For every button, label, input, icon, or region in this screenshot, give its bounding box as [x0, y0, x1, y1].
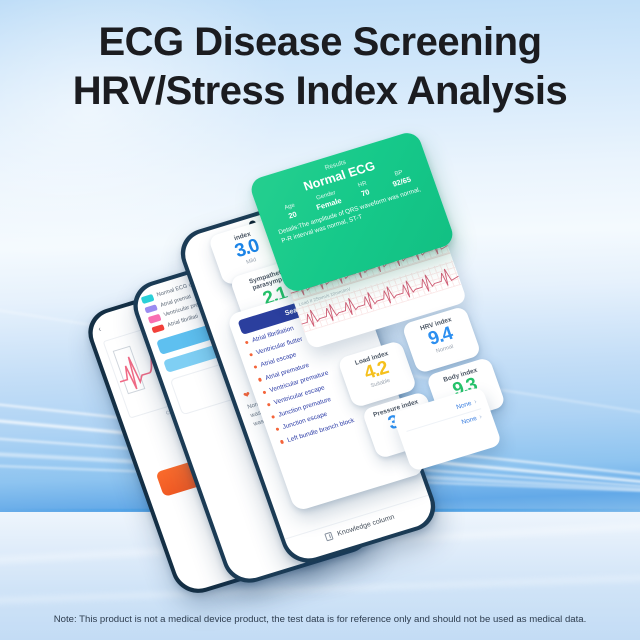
bullet-dot-icon [249, 352, 254, 357]
legend-swatch-icon [144, 303, 158, 314]
chevron-right-icon: › [473, 398, 478, 406]
bullet-dot-icon [266, 402, 271, 407]
book-icon [324, 531, 335, 542]
legend-swatch-icon [140, 293, 155, 304]
heart-icon: ❤ [242, 389, 252, 401]
none-label: None [460, 415, 478, 427]
bullet-dot-icon [280, 439, 285, 444]
bullet-dot-icon [275, 427, 280, 432]
bullet-dot-icon [262, 390, 267, 395]
knowledge-column-label: Knowledge column [336, 513, 396, 538]
ecg-strip [295, 260, 462, 333]
chevron-right-icon: › [478, 413, 484, 421]
legend-swatch-icon [147, 313, 162, 324]
bullet-dot-icon [257, 377, 263, 382]
page-title: ECG Disease Screening HRV/Stress Index A… [0, 18, 640, 116]
headline-line-2: HRV/Stress Index Analysis [72, 68, 568, 113]
bullet-dot-icon [253, 365, 258, 370]
none-label: None [455, 399, 473, 412]
legend-swatch-icon [151, 323, 165, 334]
bullet-dot-icon [244, 340, 249, 345]
disclaimer-note: Note: This product is not a medical devi… [53, 614, 587, 625]
headline-line-1: ECG Disease Screening [98, 20, 542, 64]
bullet-dot-icon [271, 415, 276, 420]
